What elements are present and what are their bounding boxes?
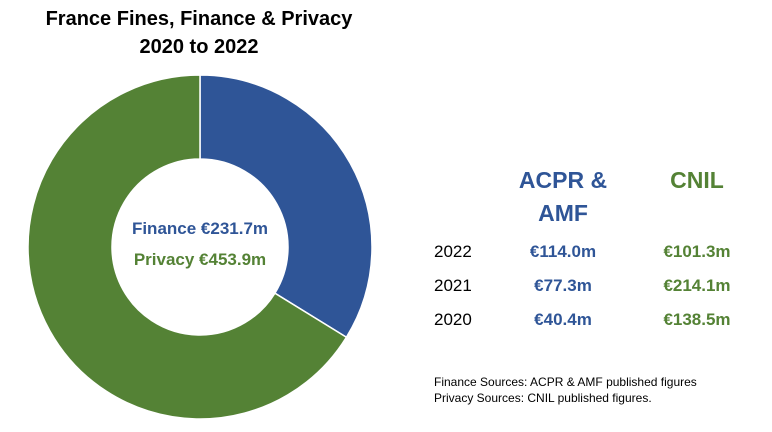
row-year: 2020 <box>434 310 472 329</box>
center-label-privacy: Privacy €453.9m <box>133 250 267 269</box>
chart-title-line-2: 2020 to 2022 <box>139 36 259 58</box>
row-value-privacy: €138.5m <box>663 310 731 329</box>
row-value-finance: €114.0m <box>529 242 597 261</box>
donut-slice-privacy <box>27 74 348 420</box>
column-header-acpr-amf-line-1: ACPR & <box>518 167 608 193</box>
row-value-privacy: €214.1m <box>663 276 731 295</box>
chart-title-line-1: France Fines, Finance & Privacy <box>45 8 353 30</box>
column-header-cnil: CNIL <box>670 167 724 193</box>
row-year: 2021 <box>434 276 472 295</box>
row-year: 2022 <box>434 242 472 261</box>
donut-slice-finance <box>199 74 373 339</box>
column-header-acpr-amf-line-2: AMF <box>538 200 588 226</box>
source-note-finance: Finance Sources: ACPR & AMF published fi… <box>434 375 697 389</box>
row-value-finance: €40.4m <box>534 310 592 329</box>
source-note-privacy: Privacy Sources: CNIL published figures. <box>434 391 652 405</box>
center-label-finance: Finance €231.7m <box>131 219 269 238</box>
row-value-privacy: €101.3m <box>663 242 731 261</box>
row-value-finance: €77.3m <box>534 276 592 295</box>
